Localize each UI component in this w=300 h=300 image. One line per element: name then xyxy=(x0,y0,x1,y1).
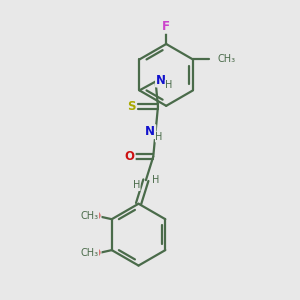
Text: H: H xyxy=(133,181,140,190)
Text: O: O xyxy=(91,247,100,260)
Text: O: O xyxy=(125,150,135,163)
Text: CH₃: CH₃ xyxy=(81,248,99,258)
Text: H: H xyxy=(152,175,159,185)
Text: H: H xyxy=(165,80,172,90)
Text: N: N xyxy=(145,125,155,138)
Text: N: N xyxy=(156,74,166,87)
Text: CH₃: CH₃ xyxy=(218,55,236,64)
Text: F: F xyxy=(162,20,170,33)
Text: O: O xyxy=(91,210,100,223)
Text: S: S xyxy=(127,100,136,113)
Text: H: H xyxy=(155,132,163,142)
Text: CH₃: CH₃ xyxy=(81,211,99,221)
